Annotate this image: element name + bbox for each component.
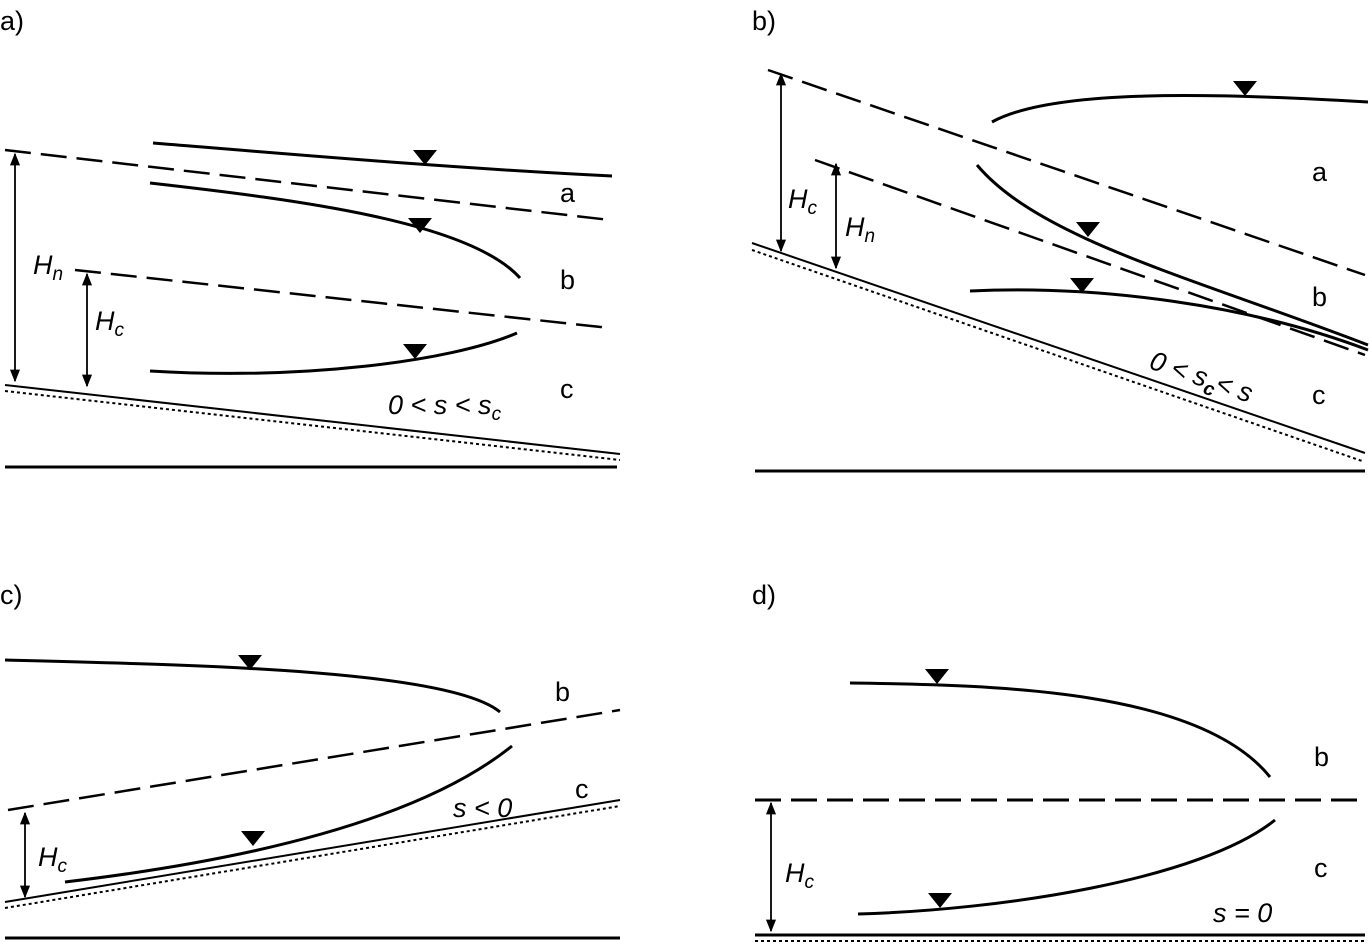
depth-label: Hc <box>95 306 125 341</box>
bed-hatch <box>4 805 621 909</box>
bed-hatch <box>4 390 621 461</box>
profile <box>975 164 1369 347</box>
profile <box>152 141 613 178</box>
water-marker <box>403 344 427 359</box>
profile <box>4 658 501 714</box>
bed-hatch <box>751 249 1363 462</box>
critical-line <box>814 158 1366 357</box>
panel-c: c) Hc b c s < 0 <box>0 580 621 940</box>
critical-line <box>7 708 621 812</box>
normal-line <box>74 268 611 330</box>
slope-label: s < 0 <box>453 793 512 823</box>
water-marker <box>1076 222 1100 237</box>
zone-label: c <box>560 374 574 404</box>
panel-b: b) Hc Hn a b c 0 < sc< s <box>751 6 1369 473</box>
depth-label: Hn <box>845 212 875 247</box>
slope-label: 0 < sc< s <box>1144 345 1256 413</box>
panel-d: d) Hc b c s = 0 <box>752 580 1365 942</box>
normal-line <box>767 68 1366 277</box>
depth-label: Hc <box>788 184 818 219</box>
zone-label: c <box>1312 380 1326 410</box>
water-marker <box>925 669 949 684</box>
bed <box>4 799 621 903</box>
profile <box>849 681 1272 778</box>
bed <box>751 242 1366 454</box>
water-marker <box>238 655 262 670</box>
profile <box>149 331 518 375</box>
zone-label: a <box>1312 157 1328 187</box>
slope-label: 0 < s < sc <box>388 390 502 425</box>
slope-label: s = 0 <box>1213 898 1272 928</box>
water-marker <box>1233 81 1257 96</box>
profile <box>969 288 1369 352</box>
zone-label: c <box>575 774 589 804</box>
panel-label: d) <box>752 580 776 610</box>
profile <box>857 818 1276 916</box>
profile <box>64 744 513 884</box>
water-marker <box>413 150 437 165</box>
zone-label: b <box>560 265 575 295</box>
zone-label: b <box>1312 282 1327 312</box>
panel-label: b) <box>752 6 776 36</box>
panel-label: c) <box>0 580 23 610</box>
zone-label: b <box>555 677 570 707</box>
water-marker <box>928 893 952 908</box>
water-marker <box>241 831 265 846</box>
depth-label: Hc <box>38 842 68 877</box>
critical-line <box>4 148 611 222</box>
panel-a: a) Hn Hc a b c 0 < s < sc <box>0 6 621 469</box>
profile <box>991 94 1369 124</box>
water-marker <box>408 218 432 233</box>
zone-label: c <box>1314 853 1328 883</box>
profile <box>149 181 522 280</box>
zone-label: a <box>560 178 576 208</box>
depth-label: Hn <box>33 250 63 285</box>
bed <box>4 384 621 455</box>
water-marker <box>1070 278 1094 293</box>
depth-label: Hc <box>785 858 815 893</box>
panel-label: a) <box>0 6 24 36</box>
zone-label: b <box>1314 742 1329 772</box>
